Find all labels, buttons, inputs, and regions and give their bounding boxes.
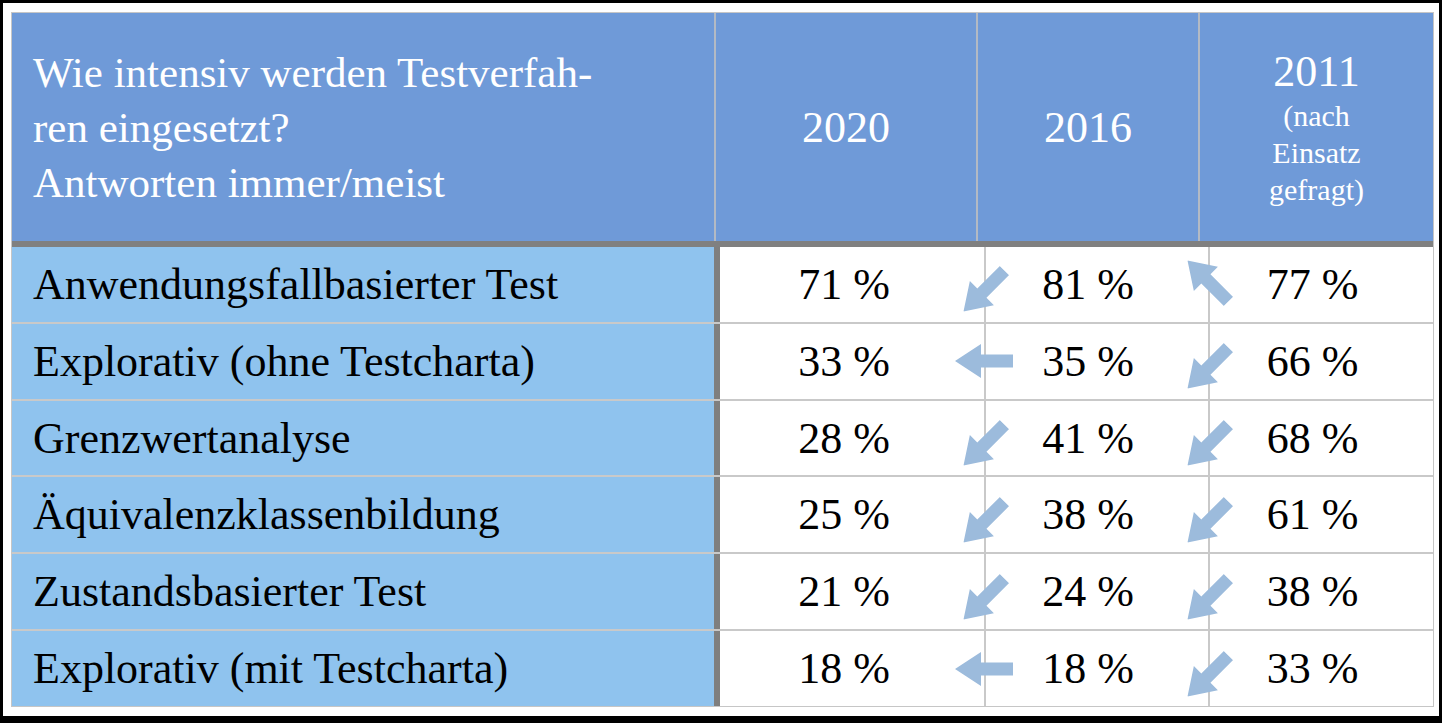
value-2011: 77 % xyxy=(1208,247,1433,322)
value-2011: 33 % xyxy=(1208,631,1433,706)
value-2016: 18 % xyxy=(984,631,1208,706)
value-2020: 21 % xyxy=(720,554,984,629)
row-label: Explorativ (mit Testcharta) xyxy=(12,631,714,706)
value-2016: 81 % xyxy=(984,247,1208,322)
value-2011: 38 % xyxy=(1208,554,1433,629)
trend-arrow-icon xyxy=(955,651,1013,687)
row-label: Explorativ (ohne Testcharta) xyxy=(12,324,714,399)
column-header-2011: 2011 (nach Einsatz gefragt) xyxy=(1198,13,1433,241)
column-header-subnote: Einsatz xyxy=(1272,134,1360,171)
column-header-subnote: (nach xyxy=(1283,97,1350,134)
row-label: Grenzwertanalyse xyxy=(12,401,714,476)
row-values: 71 % 81 % 77 % xyxy=(720,247,1433,322)
table-body: Anwendungsfallbasierter Test 71 % 81 % 7… xyxy=(12,247,1433,706)
value-2020: 25 % xyxy=(720,477,984,552)
table-row: Äquivalenzklassenbildung 25 % 38 % 61 % xyxy=(12,475,1433,552)
column-header-subnote: gefragt) xyxy=(1269,171,1364,208)
row-values: 18 % 18 % 33 % xyxy=(720,631,1433,706)
table-row: Explorativ (mit Testcharta) 18 % 18 % 33… xyxy=(12,629,1433,706)
value-2020: 18 % xyxy=(720,631,984,706)
column-header-label: 2011 xyxy=(1273,47,1359,97)
survey-results-table: Wie intensiv werden Testverfah- ren eing… xyxy=(11,12,1434,707)
question-line: Wie intensiv werden Testverfah- xyxy=(33,45,714,100)
table-row: Anwendungsfallbasierter Test 71 % 81 % 7… xyxy=(12,247,1433,322)
table-header-row: Wie intensiv werden Testverfah- ren eing… xyxy=(12,13,1433,241)
value-2016: 41 % xyxy=(984,401,1208,476)
value-2016: 24 % xyxy=(984,554,1208,629)
column-header-label: 2020 xyxy=(802,102,890,153)
row-label: Zustandsbasierter Test xyxy=(12,554,714,629)
table-row: Grenzwertanalyse 28 % 41 % 68 % xyxy=(12,399,1433,476)
question-line: ren eingesetzt? xyxy=(33,100,714,155)
column-header-2016: 2016 xyxy=(976,13,1198,241)
row-label: Anwendungsfallbasierter Test xyxy=(12,247,714,322)
table-row: Explorativ (ohne Testcharta) 33 % 35 % 6… xyxy=(12,322,1433,399)
table-row: Zustandsbasierter Test 21 % 24 % 38 % xyxy=(12,552,1433,629)
value-2020: 33 % xyxy=(720,324,984,399)
value-2011: 68 % xyxy=(1208,401,1433,476)
value-2011: 61 % xyxy=(1208,477,1433,552)
row-values: 21 % 24 % 38 % xyxy=(720,554,1433,629)
slide-frame: Wie intensiv werden Testverfah- ren eing… xyxy=(0,0,1442,723)
trend-arrow-icon xyxy=(955,343,1013,379)
row-values: 28 % 41 % 68 % xyxy=(720,401,1433,476)
value-2020: 71 % xyxy=(720,247,984,322)
value-2016: 35 % xyxy=(984,324,1208,399)
row-values: 25 % 38 % 61 % xyxy=(720,477,1433,552)
question-header-cell: Wie intensiv werden Testverfah- ren eing… xyxy=(12,13,714,241)
question-line: Antworten immer/meist xyxy=(33,155,714,210)
column-header-label: 2016 xyxy=(1044,102,1132,153)
value-2011: 66 % xyxy=(1208,324,1433,399)
row-values: 33 % 35 % 66 % xyxy=(720,324,1433,399)
row-label: Äquivalenzklassenbildung xyxy=(12,477,714,552)
column-header-2020: 2020 xyxy=(714,13,976,241)
value-2020: 28 % xyxy=(720,401,984,476)
column-gridline xyxy=(1208,247,1210,706)
value-2016: 38 % xyxy=(984,477,1208,552)
